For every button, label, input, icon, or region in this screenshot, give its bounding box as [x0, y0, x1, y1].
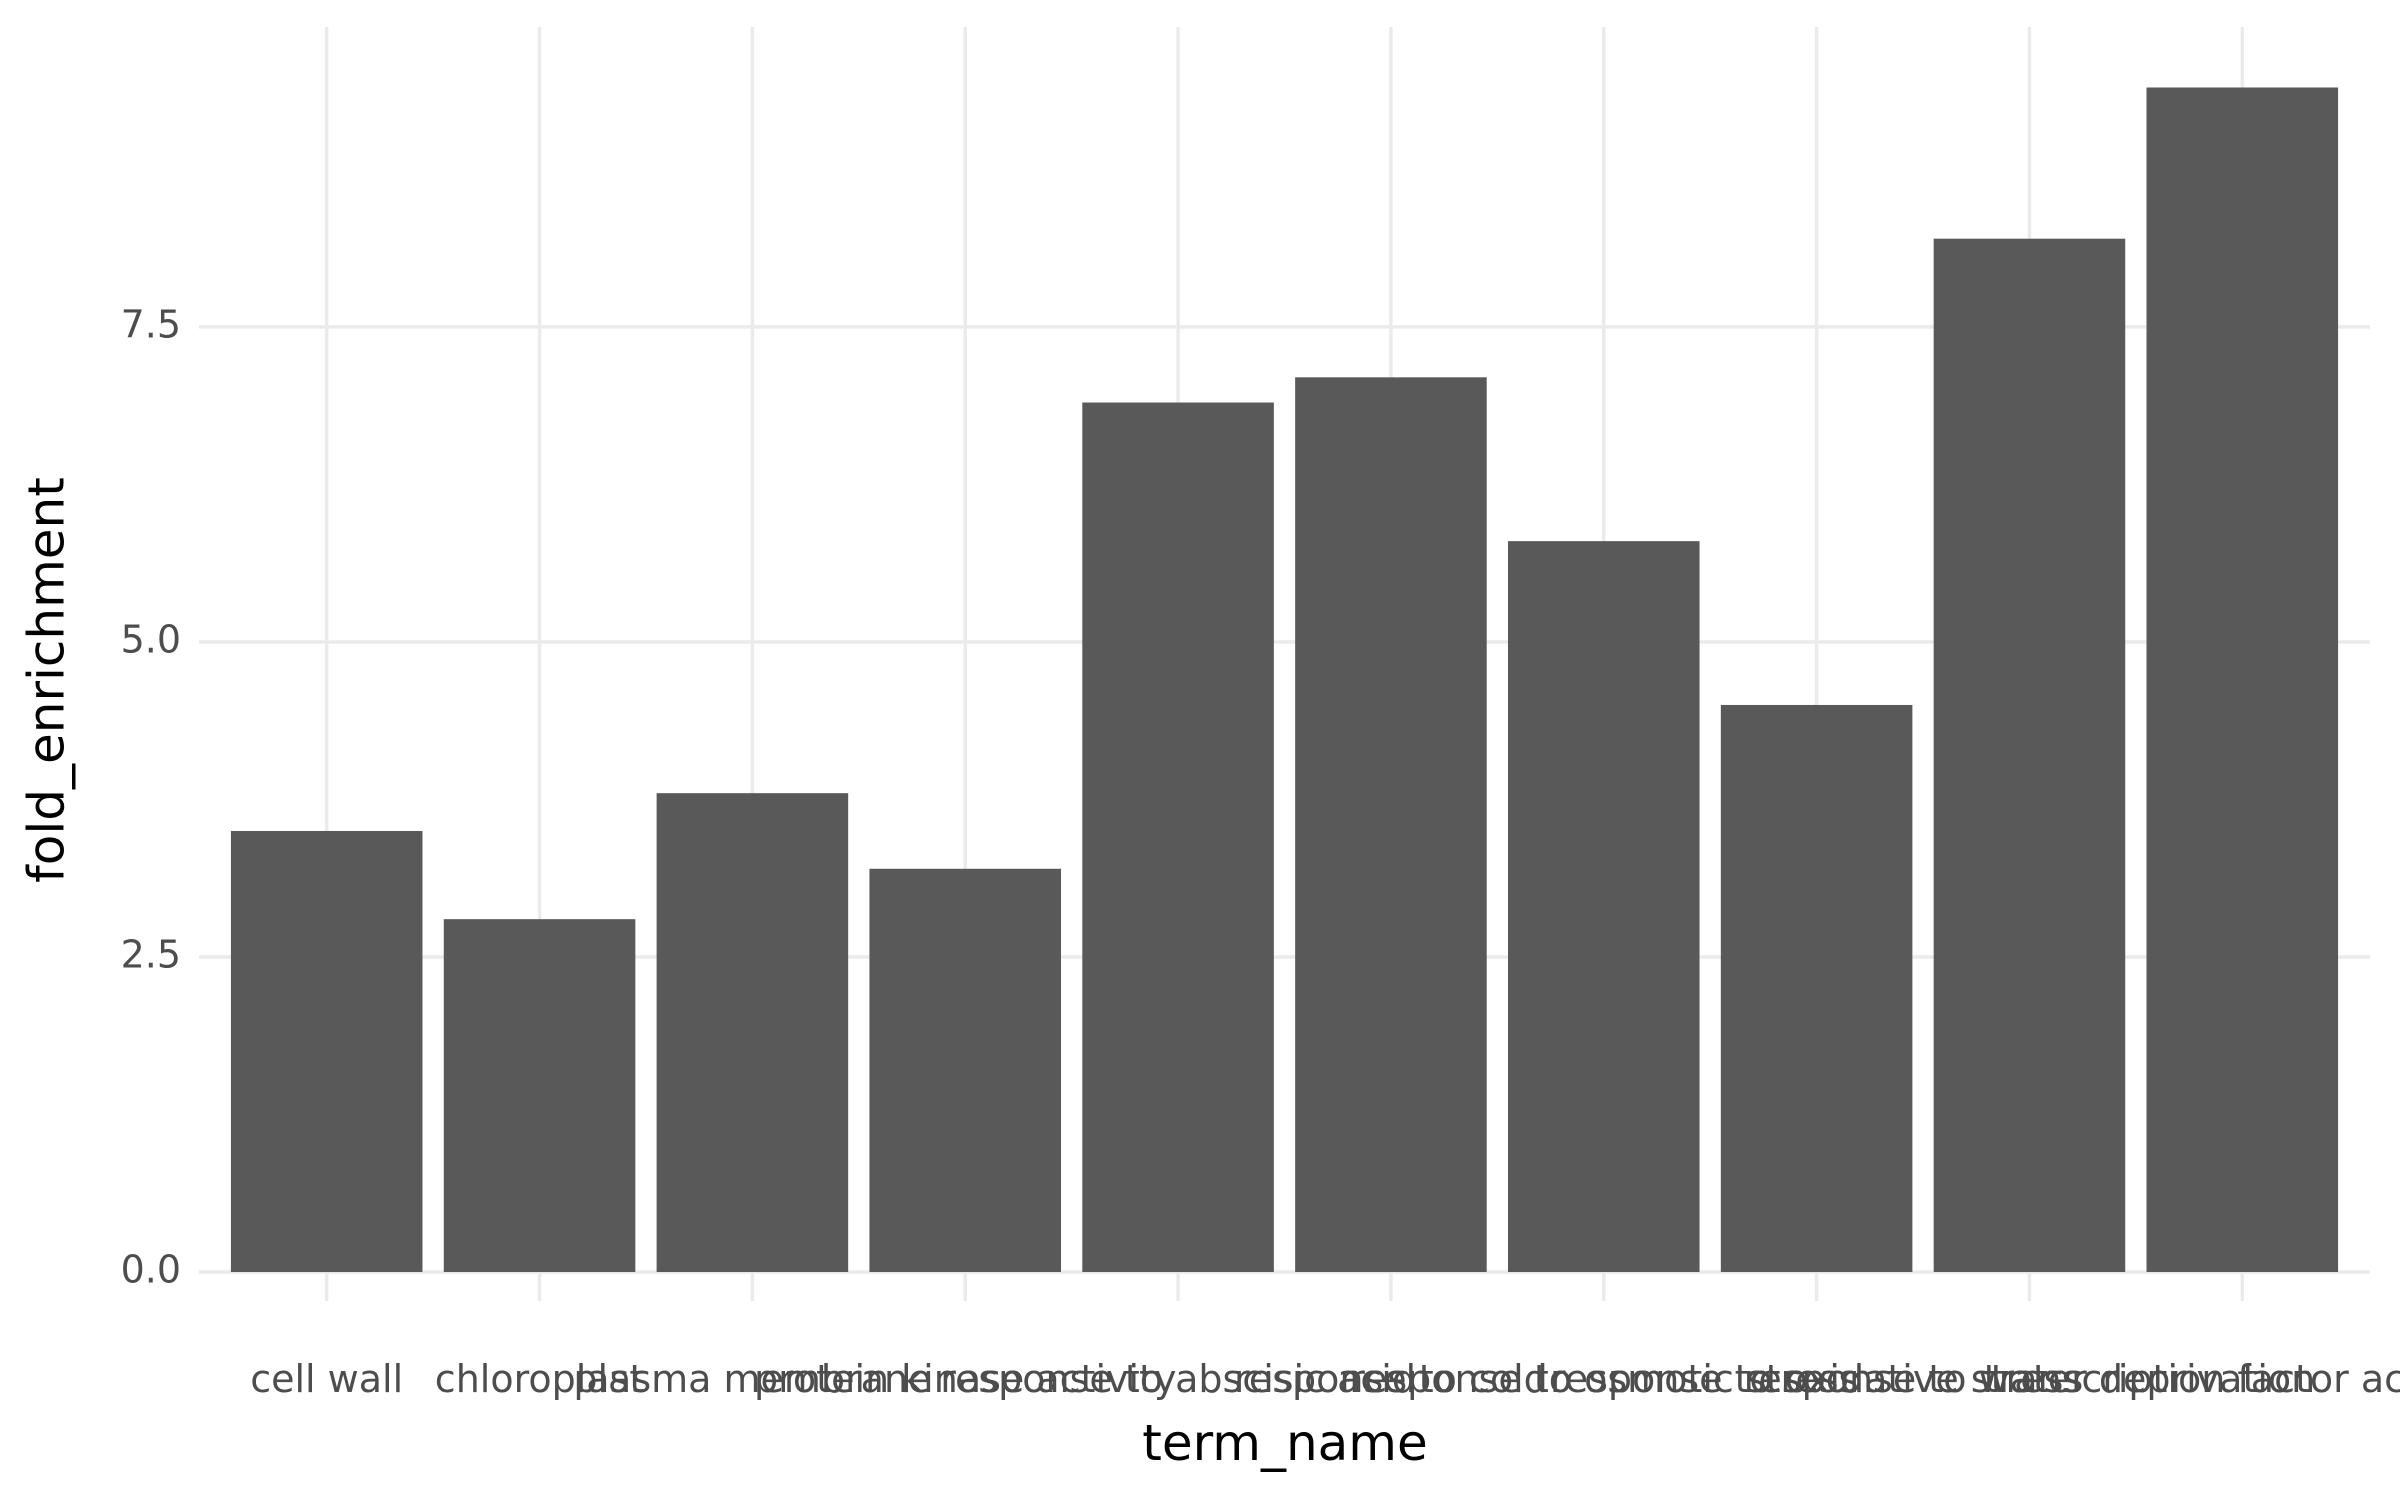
bar	[2146, 87, 2339, 1273]
x-tick-label: protein kinase activity	[754, 1357, 1176, 1401]
y-axis-title: fold_enrichment	[18, 477, 76, 883]
y-tick-label: 7.5	[121, 302, 181, 346]
x-axis-title: term_name	[1142, 1414, 1428, 1472]
bar	[1082, 402, 1274, 1273]
y-tick-label: 0.0	[121, 1248, 181, 1292]
y-tick-label: 5.0	[121, 617, 181, 661]
bar	[869, 868, 1062, 1273]
x-tick-label: plasma membrane	[573, 1357, 931, 1401]
x-tick-label: response to oxidative stress	[1550, 1357, 2083, 1401]
bar	[656, 793, 849, 1273]
bar	[1720, 704, 1913, 1273]
x-tick-label: response to osmotic stress	[1349, 1357, 1858, 1401]
x-tick-label: response to water deprivation	[1744, 1357, 2316, 1401]
x-tick-label: response to cold	[1234, 1357, 1548, 1401]
bar	[1295, 377, 1487, 1273]
y-tick-label: 2.5	[121, 932, 181, 976]
bar	[230, 830, 423, 1273]
bar	[443, 919, 636, 1273]
bar	[1507, 541, 1700, 1273]
x-tick-label: transcription factor activity	[1984, 1357, 2400, 1401]
bar	[1933, 238, 2126, 1273]
x-tick-label: response to abscisic acid	[940, 1357, 1416, 1401]
x-tick-label: cell wall	[250, 1357, 403, 1401]
x-tick-label: chloroplast	[435, 1357, 644, 1401]
